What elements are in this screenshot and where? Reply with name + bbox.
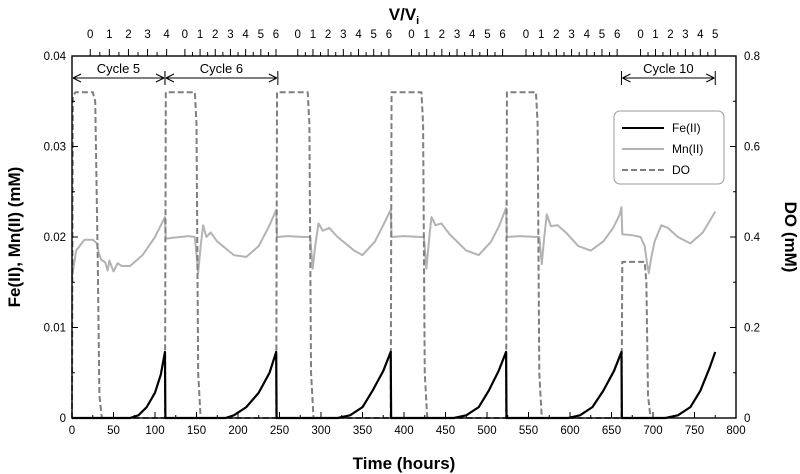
top-axis-tick-label: 0 <box>182 29 188 41</box>
top-axis-tick-label: 1 <box>538 29 544 41</box>
top-axis-tick-label: 1 <box>423 29 429 41</box>
top-axis-tick-label: 4 <box>242 29 249 41</box>
x-tick-label: 300 <box>311 425 330 437</box>
top-axis-tick-label: 5 <box>484 29 490 41</box>
top-axis-tick-label: 2 <box>667 29 673 41</box>
legend: Fe(II) Mn(II) DO <box>613 110 725 185</box>
x-tick-label: 550 <box>519 425 538 437</box>
y-axis-left-title: Fe(II), Mn(II) (mM) <box>5 167 24 308</box>
y-right-tick-label: 0.8 <box>744 51 760 63</box>
top-axis-tick-label: 2 <box>325 29 331 41</box>
y-right-tick-label: 0.6 <box>744 142 760 154</box>
top-axis-tick-label: 2 <box>553 29 559 41</box>
cycle-arrow-head-left <box>622 73 631 83</box>
x-tick-label: 400 <box>394 425 413 437</box>
y-right-tick-label: 0.2 <box>744 323 760 335</box>
legend-label: Mn(II) <box>672 142 703 156</box>
x-tick-label: 150 <box>187 425 206 437</box>
x-tick-label: 700 <box>643 425 662 437</box>
top-axis-tick-label: 0 <box>408 29 414 41</box>
top-axis-tick-label: 5 <box>371 29 377 41</box>
top-axis-tick-label: 4 <box>355 29 362 41</box>
top-axis-tick-label: 4 <box>584 29 591 41</box>
top-axis-tick-label: 2 <box>125 29 131 41</box>
cycle-arrow-head-right <box>706 73 715 83</box>
x-tick-label: 650 <box>602 425 621 437</box>
series-layer <box>71 91 717 420</box>
cycle-arrow-head-left <box>72 73 82 83</box>
top-axis-tick-label: 6 <box>386 29 392 41</box>
top-axis-tick-label: 4 <box>469 29 476 41</box>
x-tick-label: 50 <box>107 425 120 437</box>
y-right-tick-label: 0.4 <box>744 232 761 244</box>
x-tick-label: 750 <box>685 425 704 437</box>
x-tick-label: 350 <box>353 425 372 437</box>
series-line-mnii <box>71 206 717 278</box>
series-line-feii <box>72 350 717 420</box>
y-left-tick-label: 0.03 <box>44 142 66 154</box>
y-left-tick-label: 0 <box>60 413 66 425</box>
top-axis-tick-label: 0 <box>87 29 93 41</box>
legend-label: DO <box>672 163 690 177</box>
x-tick-label: 100 <box>145 425 164 437</box>
x-tick-label: 800 <box>726 425 745 437</box>
top-axis-tick-label: 2 <box>439 29 445 41</box>
y-right-tick-label: 0 <box>744 413 750 425</box>
top-axis-tick-label: 5 <box>712 29 718 41</box>
y-left-tick-label: 0.04 <box>44 51 67 63</box>
cycle-arrow-head-left <box>165 73 175 83</box>
top-axis-tick-label: 3 <box>682 29 688 41</box>
cycle-label: Cycle 10 <box>643 61 694 76</box>
top-axis-tick-label: 6 <box>614 29 620 41</box>
x-axis-title: Time (hours) <box>353 454 456 473</box>
legend-label: Fe(II) <box>672 121 701 135</box>
legend-box <box>613 110 725 185</box>
x-tick-label: 600 <box>560 425 579 437</box>
top-axis-tick-label: 0 <box>295 29 301 41</box>
x-tick-label: 250 <box>270 425 289 437</box>
top-axis-tick-label: 1 <box>197 29 203 41</box>
top-axis-tick-label: 3 <box>144 29 150 41</box>
top-axis-tick-label: 4 <box>163 29 170 41</box>
cycle-label: Cycle 5 <box>97 61 140 76</box>
top-axis-tick-label: 1 <box>106 29 112 41</box>
x-tick-label: 0 <box>69 425 75 437</box>
y-left-tick-label: 0.02 <box>44 232 66 244</box>
top-axis-title: V/Vi <box>389 5 419 27</box>
top-axis-tick-label: 2 <box>212 29 218 41</box>
top-axis-tick-label: 4 <box>697 29 704 41</box>
top-axis-tick-label: 0 <box>523 29 529 41</box>
x-tick-label: 450 <box>436 425 455 437</box>
cycle-annotations: Cycle 5 Cycle 6 Cycle 10 <box>71 61 716 85</box>
top-axis-tick-label: 3 <box>454 29 460 41</box>
series-line-do <box>71 91 652 419</box>
top-axis-title-main: V/V <box>389 5 417 24</box>
top-axis-tick-label: 3 <box>227 29 233 41</box>
top-axis-tick-label: 6 <box>273 29 279 41</box>
top-axis-tick-label: 1 <box>652 29 658 41</box>
top-axis-tick-label: 6 <box>499 29 505 41</box>
y-axis-right-title: DO (mM) <box>781 202 800 273</box>
top-axis-title-sub: i <box>416 15 419 27</box>
top-axis-tick-label: 1 <box>310 29 316 41</box>
top-axis-tick-label: 3 <box>568 29 574 41</box>
y-left-tick-label: 0.01 <box>44 323 66 335</box>
cycle-arrow-head-right <box>155 73 165 83</box>
axes-layer: 0 50 100 150 200 250 300 350 400 450 500 550 600 650 7… <box>44 51 761 437</box>
legend-items: Fe(II) Mn(II) DO <box>622 121 703 177</box>
x-tick-label: 200 <box>228 425 247 437</box>
top-axis-tick-label: 0 <box>637 29 643 41</box>
top-axis-tick-label: 3 <box>340 29 346 41</box>
top-axis-tick-label: 5 <box>258 29 264 41</box>
cycle-label: Cycle 6 <box>200 61 243 76</box>
cycle-arrow-head-right <box>268 73 278 83</box>
top-axis-tick-label: 5 <box>599 29 605 41</box>
x-tick-label: 500 <box>477 425 496 437</box>
